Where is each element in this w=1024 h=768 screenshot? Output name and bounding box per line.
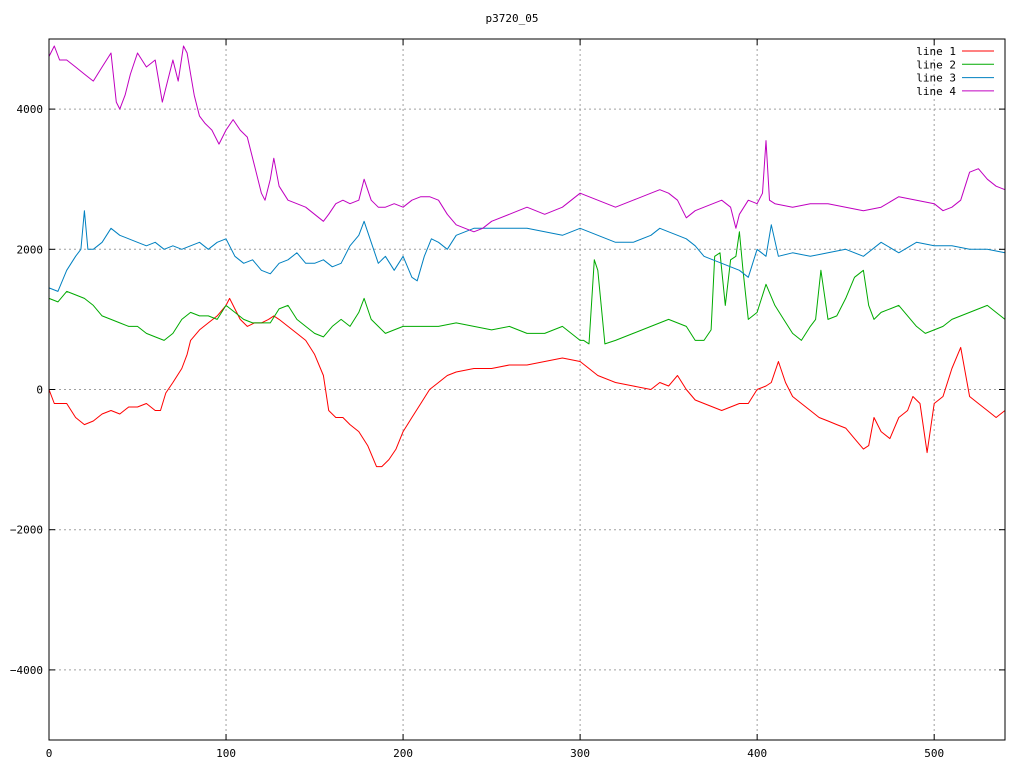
x-tick-label: 0 bbox=[46, 747, 53, 760]
series-4-line bbox=[48, 45, 1006, 233]
y-tick-label: −4000 bbox=[10, 664, 43, 677]
legend-label-3: line 3 bbox=[916, 72, 956, 85]
series-2-line bbox=[48, 231, 1006, 345]
y-tick-label: 4000 bbox=[17, 103, 44, 116]
x-tick-label: 200 bbox=[393, 747, 413, 760]
x-tick-label: 300 bbox=[570, 747, 590, 760]
y-tick-label: −2000 bbox=[10, 524, 43, 537]
legend-label-2: line 2 bbox=[916, 58, 956, 71]
series-group bbox=[48, 45, 1006, 468]
legend-label-1: line 1 bbox=[916, 45, 956, 58]
y-tick-label: 2000 bbox=[17, 243, 44, 256]
x-tick-label: 400 bbox=[747, 747, 767, 760]
x-axis-ticks: 0 100 200 300 400 500 bbox=[46, 39, 944, 760]
x-tick-label: 100 bbox=[216, 747, 236, 760]
grid-lines bbox=[49, 39, 1005, 740]
plot-frame bbox=[48, 38, 1006, 741]
series-3-line bbox=[48, 210, 1006, 292]
legend-label-4: line 4 bbox=[916, 85, 956, 98]
y-tick-label: 0 bbox=[36, 384, 43, 397]
series-1-line bbox=[48, 297, 1006, 468]
chart-title: p3720_05 bbox=[486, 12, 539, 25]
x-tick-label: 500 bbox=[924, 747, 944, 760]
y-axis-ticks: −4000 −2000 0 2000 4000 bbox=[10, 103, 1005, 677]
